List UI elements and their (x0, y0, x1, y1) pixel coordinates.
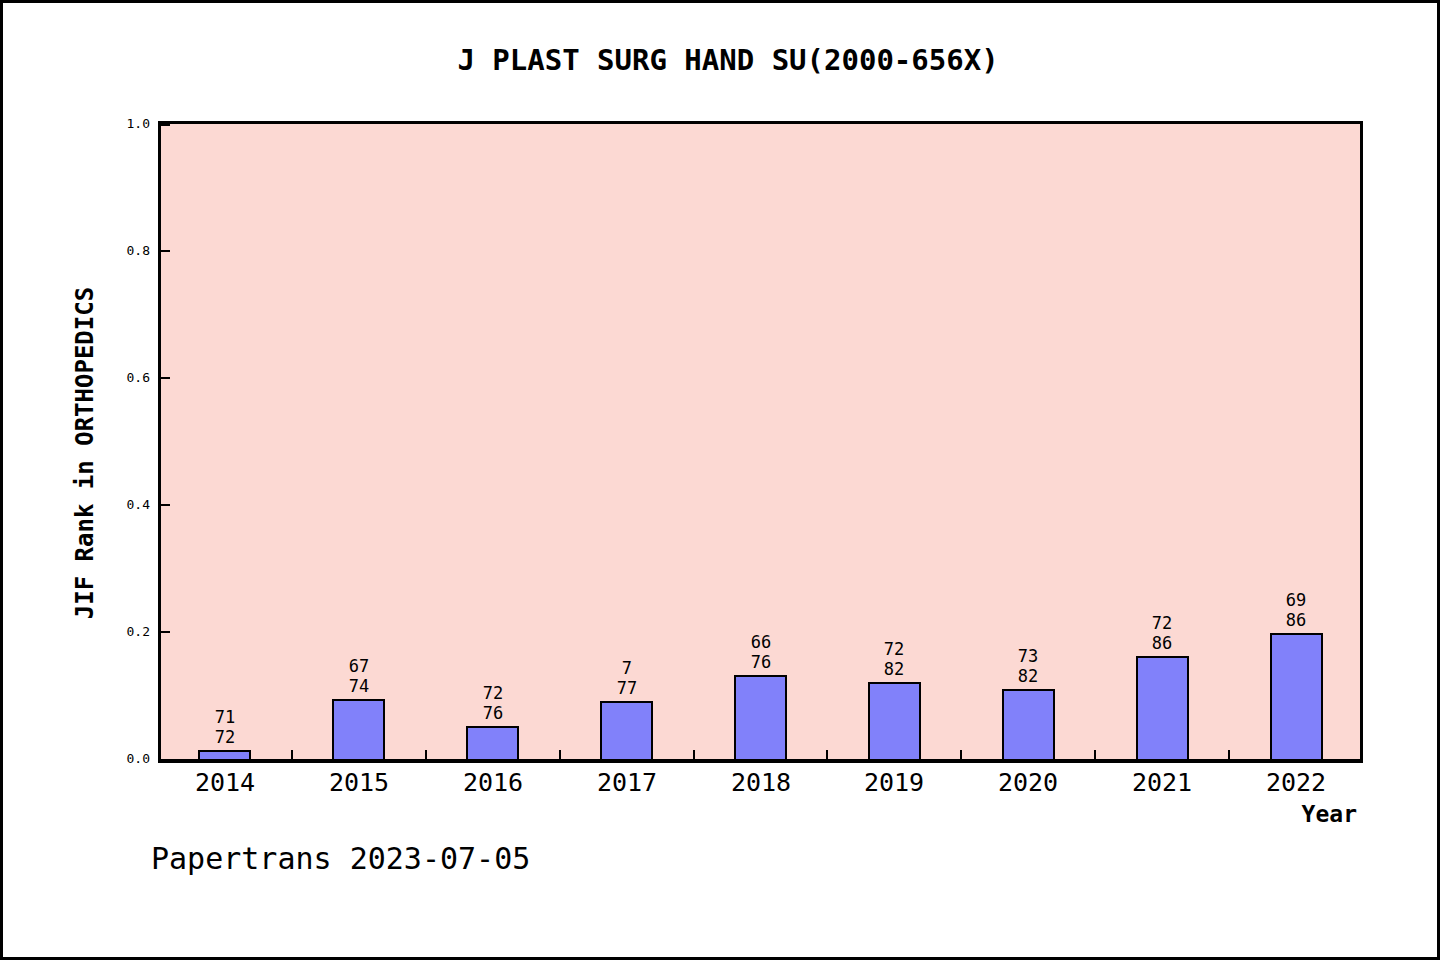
bar (1270, 633, 1323, 759)
bar-value-label: 7 77 (617, 658, 637, 698)
bar (868, 682, 921, 759)
y-tick-label: 0.6 (110, 370, 150, 385)
y-tick-mark (161, 631, 170, 633)
bar-value-label: 72 86 (1152, 613, 1172, 653)
x-tick-mark (1228, 750, 1230, 759)
chart-title: J PLAST SURG HAND SU(2000-656X) (3, 43, 1440, 77)
bar (466, 726, 519, 759)
x-tick-mark (826, 750, 828, 759)
x-tick-mark (291, 750, 293, 759)
bar (1136, 656, 1189, 759)
bar-value-label: 73 82 (1018, 646, 1038, 686)
figure-canvas: J PLAST SURG HAND SU(2000-656X) JIF Rank… (0, 0, 1440, 960)
y-tick-mark (161, 250, 170, 252)
x-tick-label: 2021 (1132, 768, 1192, 797)
x-tick-label: 2018 (731, 768, 791, 797)
plot-area: 71 72 67 74 72 76 7 77 66 76 72 82 73 82 72 86 6… (158, 121, 1363, 763)
x-tick-label: 2020 (998, 768, 1058, 797)
y-tick-label: 0.8 (110, 243, 150, 258)
x-tick-label: 2014 (195, 768, 255, 797)
x-tick-label: 2015 (329, 768, 389, 797)
x-tick-mark (1094, 750, 1096, 759)
x-tick-mark (559, 750, 561, 759)
y-tick-label: 1.0 (110, 116, 150, 131)
bar (198, 750, 251, 759)
x-tick-label: 2016 (463, 768, 523, 797)
x-tick-label: 2019 (864, 768, 924, 797)
x-tick-mark (425, 750, 427, 759)
y-tick-label: 0.0 (110, 751, 150, 766)
bar-value-label: 69 86 (1286, 590, 1306, 630)
y-tick-label: 0.4 (110, 497, 150, 512)
bar (600, 701, 653, 759)
y-tick-mark (161, 377, 170, 379)
bar-value-label: 72 82 (884, 639, 904, 679)
x-tick-mark (693, 750, 695, 759)
bar-value-label: 72 76 (483, 683, 503, 723)
y-axis-title: JIF Rank in ORTHOPEDICS (71, 287, 99, 619)
bar-value-label: 67 74 (349, 656, 369, 696)
bar-value-label: 71 72 (215, 707, 235, 747)
x-tick-mark (960, 750, 962, 759)
bar (332, 699, 385, 759)
y-tick-mark (161, 124, 170, 126)
bar (1002, 689, 1055, 759)
x-axis-title: Year (1302, 801, 1357, 827)
footer-watermark: Papertrans 2023-07-05 (151, 841, 530, 876)
y-tick-label: 0.2 (110, 624, 150, 639)
x-tick-label: 2017 (597, 768, 657, 797)
x-tick-label: 2022 (1266, 768, 1326, 797)
y-tick-mark (161, 504, 170, 506)
bar (734, 675, 787, 759)
bar-value-label: 66 76 (751, 632, 771, 672)
